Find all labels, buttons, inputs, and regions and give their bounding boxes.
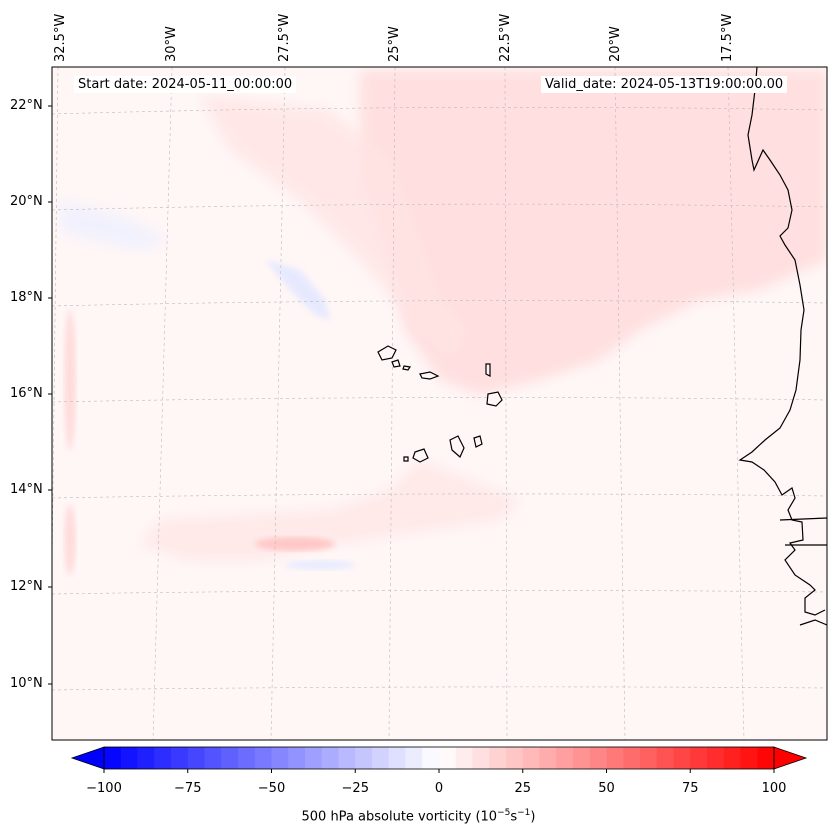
colorbar-cell: [673, 747, 691, 769]
colorbar-tick-label: −25: [341, 781, 369, 796]
colorbar-cell: [522, 747, 541, 769]
positive-vorticity-band: [360, 70, 827, 395]
colorbar-tick-label: 0: [434, 781, 444, 796]
cape-verde-islands: [377, 345, 503, 463]
colorbar-title-mid: s: [510, 809, 518, 825]
colorbar-cell: [422, 747, 440, 769]
colorbar-title: 500 hPa absolute vorticity (10−5s−1): [0, 808, 837, 824]
colorbar-cell: [288, 747, 306, 769]
colorbar-cell: [723, 747, 742, 769]
colorbar-tick-label: −50: [257, 781, 286, 796]
lat-label-12n: 12°N: [10, 579, 43, 594]
colorbar-cell: [656, 747, 675, 769]
map-frame: [51, 66, 828, 741]
colorbar-tick-label: 50: [598, 781, 615, 796]
lon-label-20w: 20°W: [608, 26, 623, 62]
colorbar-cell: [204, 747, 222, 769]
colorbar: [104, 747, 775, 769]
lat-label-10n: 10°N: [10, 676, 43, 691]
colorbar-cell: [539, 747, 557, 769]
colorbar-cell: [238, 747, 256, 769]
graticule: [52, 67, 827, 740]
colorbar-cell: [589, 747, 608, 769]
colorbar-cell: [707, 747, 725, 769]
colorbar-cell: [120, 747, 139, 769]
colorbar-extend-max: [773, 746, 808, 770]
colorbar-title-prefix: 500 hPa absolute vorticity (10: [301, 809, 498, 825]
negative-vorticity-band: [60, 200, 170, 250]
coastline: [738, 67, 827, 626]
start-date: Start date: 2024-05-11_00:00:00: [74, 76, 297, 93]
positive-vorticity-band: [64, 310, 76, 450]
lon-label-30w: 30°W: [164, 26, 179, 62]
colorbar-cell: [455, 747, 474, 769]
colorbar-cell: [154, 747, 172, 769]
negative-vorticity-band: [265, 260, 330, 320]
colorbar-cell: [137, 747, 155, 769]
colorbar-cell: [757, 747, 775, 769]
colorbar-cell: [640, 747, 658, 769]
colorbar-cell: [221, 747, 239, 769]
colorbar-cell: [439, 747, 457, 769]
colorbar-cell: [171, 747, 189, 769]
vorticity-field: [60, 70, 827, 575]
lat-label-16n: 16°N: [10, 386, 43, 401]
lon-label-27-5w: 27.5°W: [277, 13, 292, 62]
colorbar-cell: [573, 747, 591, 769]
lat-label-18n: 18°N: [10, 290, 43, 305]
colorbar-tick-label: 75: [681, 781, 699, 796]
colorbar-tick-label: −100: [86, 781, 122, 796]
colorbar-cell: [556, 747, 574, 769]
colorbar-ticks: [103, 769, 775, 773]
colorbar-cell: [405, 747, 423, 769]
colorbar-cell: [623, 747, 641, 769]
colorbar-cell: [740, 747, 758, 769]
colorbar-cell: [606, 747, 624, 769]
colorbar-title-suffix: ): [530, 809, 536, 825]
colorbar-cell: [690, 747, 708, 769]
colorbar-cell: [104, 747, 122, 769]
lat-label-22n: 22°N: [10, 98, 43, 113]
lat-label-14n: 14°N: [10, 482, 43, 497]
colorbar-cell: [271, 747, 289, 769]
positive-vorticity-band: [64, 505, 76, 575]
colorbar-extend-min: [70, 746, 105, 770]
lon-label-22-5w: 22.5°W: [498, 13, 513, 62]
colorbar-cell: [187, 747, 206, 769]
colorbar-cell: [388, 747, 407, 769]
lat-ticks: [48, 105, 52, 685]
colorbar-cell: [355, 747, 373, 769]
colorbar-title-exp1: −5: [497, 808, 511, 818]
colorbar-cell: [338, 747, 356, 769]
colorbar-tick-label: 25: [514, 781, 532, 796]
colorbar-cell: [254, 747, 273, 769]
colorbar-tick-label: −75: [174, 781, 202, 796]
colorbar-title-exp2: −1: [517, 808, 531, 818]
colorbar-cell: [372, 747, 390, 769]
colorbar-cell: [472, 747, 490, 769]
negative-vorticity-band: [285, 560, 355, 570]
colorbar-cell: [489, 747, 507, 769]
colorbar-tick-label: 100: [761, 781, 787, 796]
positive-vorticity-band: [140, 460, 520, 560]
vorticity-maximum: [255, 537, 335, 551]
colorbar-cell: [506, 747, 524, 769]
colorbar-cell: [305, 747, 323, 769]
lon-label-25w: 25°W: [387, 26, 402, 62]
lon-label-17-5w: 17.5°W: [720, 13, 735, 62]
positive-vorticity-band: [200, 95, 470, 360]
lat-label-20n: 20°N: [10, 194, 43, 209]
colorbar-cell: [321, 747, 340, 769]
valid-date: Valid_date: 2024-05-13T19:00:00.00: [541, 76, 788, 93]
lon-label-32-5w: 32.5°W: [53, 13, 68, 62]
